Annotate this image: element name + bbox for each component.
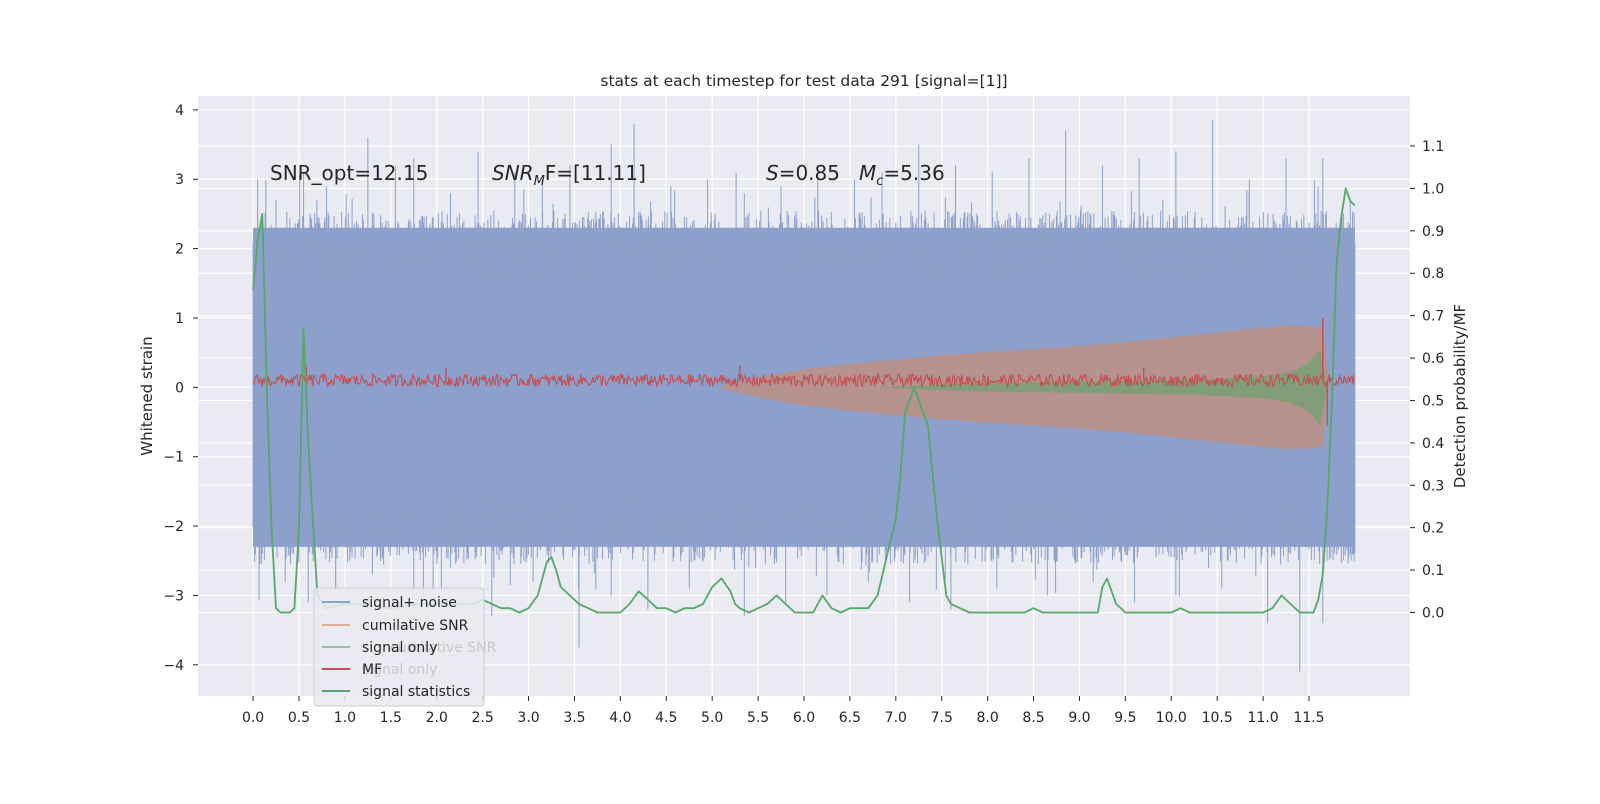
annotation-s-main: S	[766, 161, 779, 185]
x-tick-label: 6.0	[793, 710, 815, 726]
x-tick-label: 6.5	[839, 710, 861, 726]
x-tick-label: 5.0	[701, 710, 723, 726]
y2-tick-label: 1.1	[1422, 139, 1444, 155]
y-tick-label: 3	[175, 172, 184, 188]
x-tick-label: 8.5	[1022, 710, 1044, 726]
x-tick-label: 2.5	[472, 710, 494, 726]
x-tick-label: 5.5	[747, 710, 769, 726]
y-tick-label: −1	[163, 450, 184, 466]
y2-tick-label: 1.0	[1422, 181, 1444, 197]
x-tick-label: 10.5	[1202, 710, 1233, 726]
y-tick-label: −4	[163, 658, 184, 674]
annotation-mc: Mc=5.36	[859, 161, 945, 189]
legend-label-cumilative-snr: cumilative SNR	[362, 618, 469, 634]
legend-label-signal-noise: signal+ noise	[362, 595, 457, 611]
x-tick-label: 2.0	[426, 710, 448, 726]
annotation-snr-opt: SNR_opt=12.15	[270, 161, 428, 185]
y2-tick-label: 0.1	[1422, 563, 1444, 579]
annotation-mc-main: M	[859, 161, 876, 185]
y2-axis-label: Detection probability/MF	[1451, 304, 1469, 488]
y-tick-label: 1	[175, 311, 184, 327]
annotation-snr-mf: SNRMF=[11.11]	[492, 161, 646, 189]
y-axis-ticks: 4 3 2 1 0 −1 −2 −3 −4	[163, 103, 198, 674]
chart-title: stats at each timestep for test data 291…	[600, 72, 1007, 90]
legend-label-signal-statistics: signal statistics	[362, 684, 470, 700]
x-tick-label: 9.0	[1068, 710, 1090, 726]
legend: cumilative SNR signal only signal+ noise…	[313, 587, 497, 707]
annotation-snr-mf-rest: F=[11.11]	[545, 161, 646, 185]
x-tick-label: 8.0	[977, 710, 999, 726]
x-tick-label: 3.0	[517, 710, 539, 726]
x-tick-label: 4.0	[609, 710, 631, 726]
y2-tick-label: 0.0	[1422, 605, 1444, 621]
y2-tick-label: 0.7	[1422, 309, 1444, 325]
y2-tick-label: 0.4	[1422, 436, 1444, 452]
x-axis-ticks: 0.0 0.5 1.0 1.5 2.0 2.5 3.0 3.5 4.0 4.5 5.0 5.5 6.0 6…	[242, 696, 1325, 726]
annotation-snr-mf-sub: M	[534, 174, 545, 189]
legend-ghost-text: cumilative SNR	[390, 640, 497, 656]
y2-tick-label: 0.5	[1422, 393, 1444, 409]
x-tick-label: 10.0	[1156, 710, 1187, 726]
y-tick-label: −3	[163, 588, 184, 604]
x-tick-label: 0.0	[242, 710, 264, 726]
y-tick-label: 0	[175, 380, 184, 396]
legend-box	[313, 587, 485, 707]
x-tick-label: 11.0	[1248, 710, 1279, 726]
x-tick-label: 1.0	[334, 710, 356, 726]
y2-tick-label: 0.6	[1422, 351, 1444, 367]
y-tick-label: 4	[175, 103, 184, 119]
legend-label-signal-only: signal only	[362, 640, 437, 656]
y-tick-label: 2	[175, 242, 184, 258]
annotation-mc-rest: =5.36	[883, 161, 944, 185]
signal-only-envelope	[877, 349, 1328, 426]
y2-axis-ticks: 1.1 1.0 0.9 0.8 0.7 0.6 0.5 0.4 0.3 0.2 0.1 0.0	[1410, 139, 1444, 621]
legend-ghost-text: signal only	[362, 662, 437, 678]
annotation-mc-sub: c	[876, 174, 883, 189]
x-tick-label: 7.5	[931, 710, 953, 726]
x-tick-label: 9.5	[1114, 710, 1136, 726]
annotation-s: S=0.85	[766, 161, 840, 185]
annotation-s-rest: =0.85	[779, 161, 840, 185]
annotation-snr-mf-main: SNR	[492, 161, 534, 185]
x-tick-label: 7.0	[885, 710, 907, 726]
y-tick-label: −2	[163, 519, 184, 535]
x-tick-label: 3.5	[563, 710, 585, 726]
mf-line	[253, 372, 1355, 389]
y2-tick-label: 0.9	[1422, 224, 1444, 240]
signal-only-series	[877, 349, 1328, 426]
x-tick-label: 4.5	[655, 710, 677, 726]
y-axis-label: Whitened strain	[138, 336, 156, 455]
y2-tick-label: 0.8	[1422, 266, 1444, 282]
x-tick-label: 0.5	[288, 710, 310, 726]
y2-tick-label: 0.3	[1422, 478, 1444, 494]
x-tick-label: 11.5	[1293, 710, 1324, 726]
mf-series	[253, 317, 1355, 426]
y2-tick-label: 0.2	[1422, 521, 1444, 537]
legend-label-mf: MF	[362, 662, 382, 678]
x-tick-label: 1.5	[380, 710, 402, 726]
